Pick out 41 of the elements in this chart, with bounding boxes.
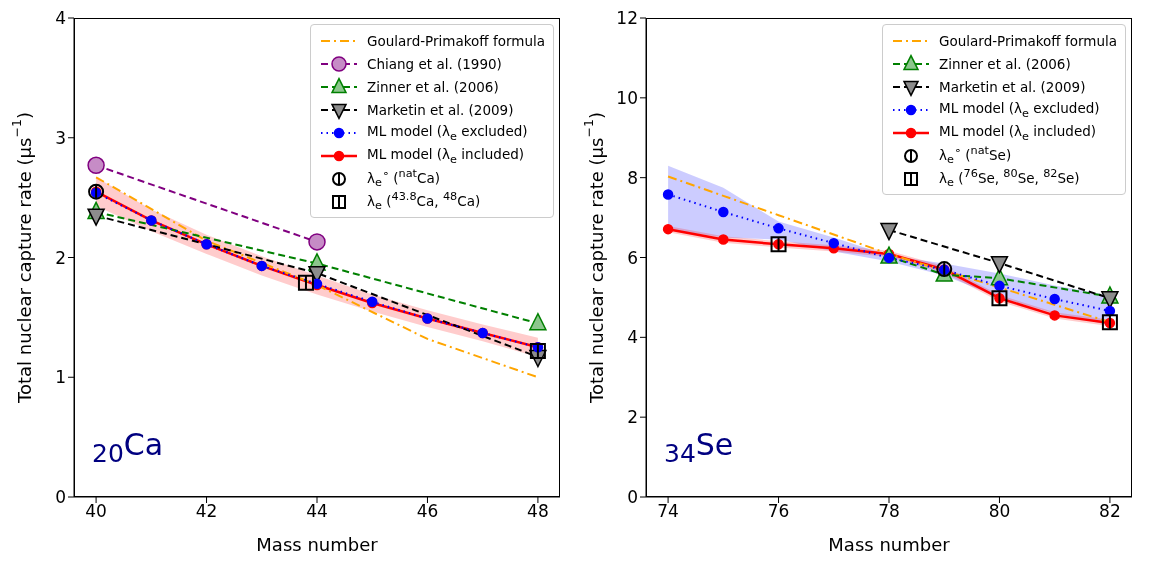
annotation: $_{34}$Se xyxy=(664,427,734,468)
text: λ$_{e}$ ($^{76}$Se, $^{80}$Se, $^{82}$Se) xyxy=(939,167,1080,190)
legend-label: Goulard-Primakoff formula xyxy=(367,32,545,49)
legend-label: ML model (λ$_{e}$ included) xyxy=(367,145,525,166)
y-tick-label: 1 xyxy=(55,367,66,388)
legend-label: Marketin et al. (2009) xyxy=(939,78,1086,95)
x-axis-title: Mass number xyxy=(828,534,951,555)
legend-label: ML model (λ$_{e}$ excluded) xyxy=(367,122,528,143)
legend-label: λ$_{e}$ ($^{43.8}$Ca, $^{48}$Ca) xyxy=(367,190,481,213)
y-tick-label: 3 xyxy=(55,127,66,148)
x-tick-label: 48 xyxy=(527,501,549,522)
annotation: $_{20}$Ca xyxy=(92,427,164,468)
legend-label: Marketin et al. (2009) xyxy=(367,101,514,118)
x-tick-label: 74 xyxy=(657,501,679,522)
y-tick-label: 6 xyxy=(627,247,638,268)
x-axis-title: Mass number xyxy=(256,534,379,555)
legend-label: Zinner et al. (2006) xyxy=(939,55,1071,72)
x-tick-label: 82 xyxy=(1099,501,1121,522)
y-tick-label: 0 xyxy=(627,487,638,508)
x-tick-label: 78 xyxy=(878,501,900,522)
x-tick-label: 46 xyxy=(416,501,439,522)
x-tick-label: 42 xyxy=(195,501,218,522)
y-tick-label: 2 xyxy=(627,407,638,428)
legend-label: λ$_{e}$$^{∘}$ ($^{nat}$Ca) xyxy=(367,167,440,190)
legend-label: Zinner et al. (2006) xyxy=(367,78,499,95)
legend-label: Goulard-Primakoff formula xyxy=(939,32,1117,49)
legend-label: λ$_{e}$$^{∘}$ ($^{nat}$Se) xyxy=(939,144,1012,167)
y-tick-label: 8 xyxy=(627,167,638,188)
y-tick-label: 4 xyxy=(627,327,638,348)
legend-label: ML model (λ$_{e}$ included) xyxy=(939,122,1097,143)
legend-label: Chiang et al. (1990) xyxy=(367,55,502,72)
x-tick-label: 80 xyxy=(988,501,1011,522)
legend-label: ML model (λ$_{e}$ excluded) xyxy=(939,99,1100,120)
x-tick-label: 40 xyxy=(85,501,107,522)
y-tick-label: 10 xyxy=(616,87,638,108)
x-tick-label: 44 xyxy=(306,501,328,522)
y-tick-label: 2 xyxy=(55,247,66,268)
x-tick-label: 76 xyxy=(767,501,790,522)
y-tick-label: 4 xyxy=(55,8,66,29)
y-tick-label: 0 xyxy=(55,487,66,508)
y-tick-label: 12 xyxy=(616,8,638,29)
